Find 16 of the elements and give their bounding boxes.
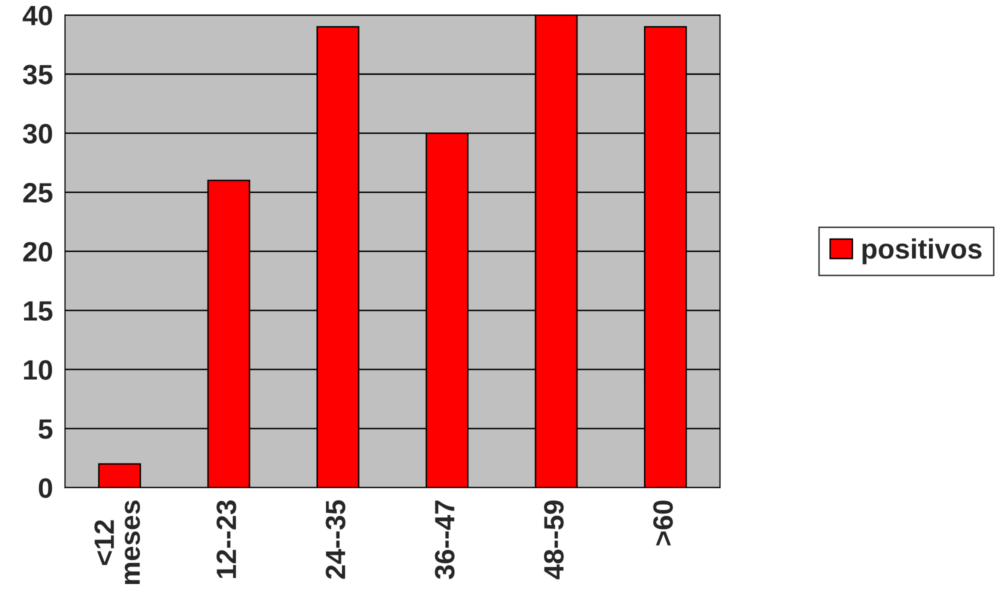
legend-label: positivos: [862, 238, 982, 264]
x-tick-label: 24--35: [326, 500, 346, 579]
x-tick-label: 48--59: [544, 500, 564, 580]
y-tick-label: 35: [22, 64, 52, 84]
y-tick-label: 10: [24, 360, 52, 380]
y-tick-label: 20: [23, 242, 52, 262]
x-tick-label: 12--23: [216, 500, 236, 578]
x-tick-label: 36--47: [434, 500, 455, 580]
y-tick-label: 5: [38, 420, 52, 439]
y-tick-label: 25: [23, 182, 52, 203]
y-tick-label: 15: [24, 301, 52, 321]
y-tick-label: 40: [22, 6, 52, 26]
y-tick-label: 30: [22, 124, 52, 144]
y-tick-label: 0: [38, 478, 52, 498]
x-tick-label: >60: [653, 500, 673, 546]
x-tick-label: <12 meses: [94, 500, 140, 584]
